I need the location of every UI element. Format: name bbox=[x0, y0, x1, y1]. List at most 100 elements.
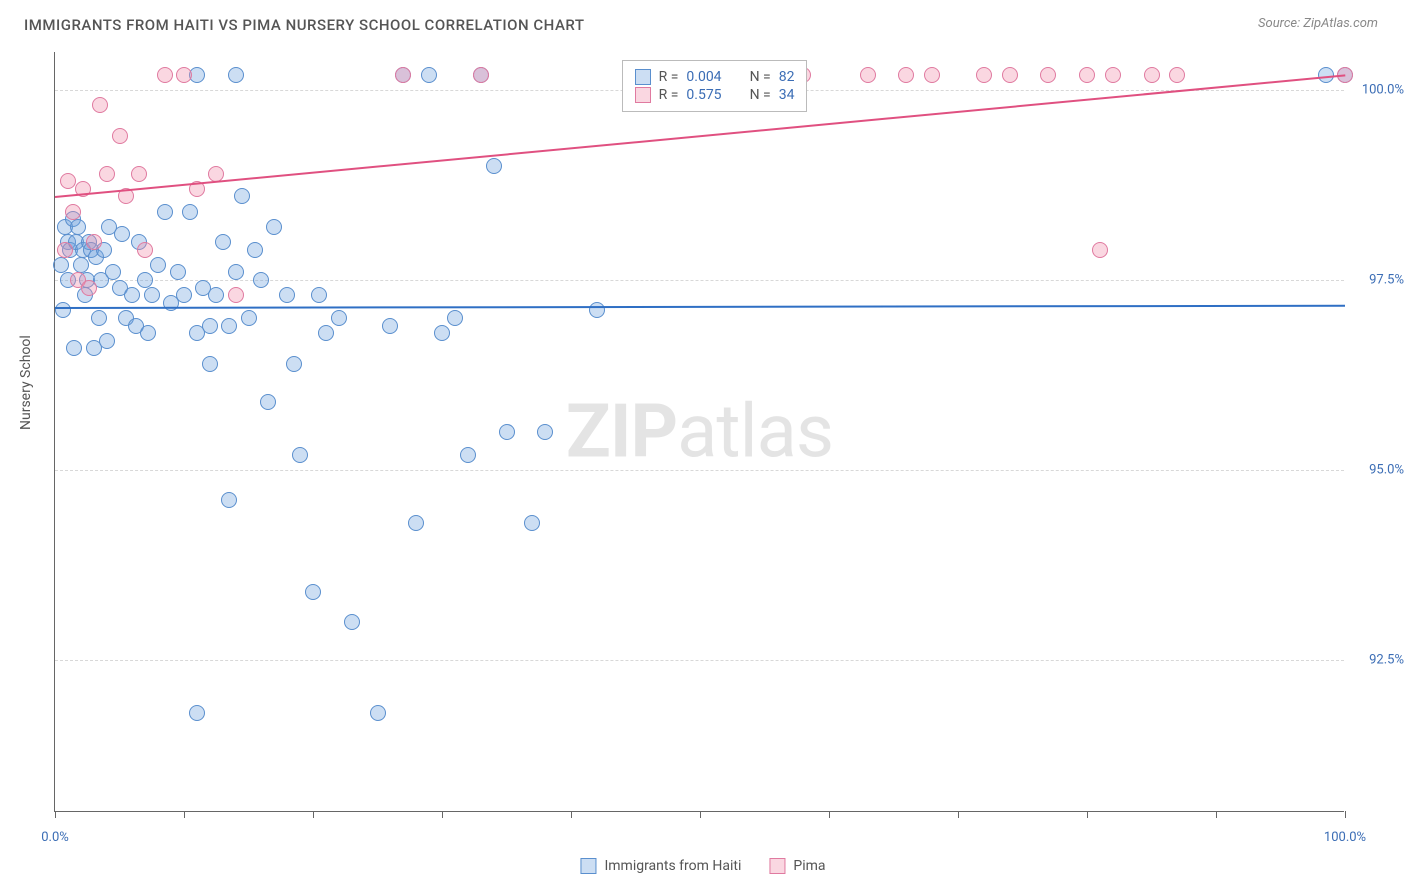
x-tick bbox=[313, 811, 314, 818]
source-label: Source: ZipAtlas.com bbox=[1258, 16, 1378, 31]
data-point bbox=[370, 705, 386, 721]
x-tick bbox=[829, 811, 830, 818]
data-point bbox=[924, 67, 940, 83]
data-point bbox=[124, 287, 140, 303]
data-point bbox=[1079, 67, 1095, 83]
data-point bbox=[228, 264, 244, 280]
data-point bbox=[55, 302, 71, 318]
data-point bbox=[331, 310, 347, 326]
plot-area: ZIPatlas 92.5%95.0%97.5%100.0%0.0%100.0% bbox=[54, 52, 1344, 812]
data-point bbox=[460, 447, 476, 463]
data-point bbox=[182, 204, 198, 220]
n-label: N = bbox=[750, 69, 771, 85]
data-point bbox=[92, 97, 108, 113]
data-point bbox=[486, 158, 502, 174]
data-point bbox=[221, 318, 237, 334]
stats-legend: R = 0.004 N = 82 R = 0.575 N = 34 bbox=[622, 60, 808, 112]
x-tick bbox=[1087, 811, 1088, 818]
data-point bbox=[1105, 67, 1121, 83]
data-point bbox=[260, 394, 276, 410]
data-point bbox=[189, 705, 205, 721]
y-tick-label: 92.5% bbox=[1369, 653, 1404, 668]
data-point bbox=[176, 287, 192, 303]
n-label: N = bbox=[750, 87, 771, 103]
data-point bbox=[208, 287, 224, 303]
data-point bbox=[1092, 242, 1108, 258]
correlation-chart: IMMIGRANTS FROM HAITI VS PIMA NURSERY SC… bbox=[0, 0, 1406, 892]
gridline bbox=[55, 470, 1344, 471]
data-point bbox=[266, 219, 282, 235]
legend-swatch bbox=[635, 69, 651, 85]
data-point bbox=[99, 166, 115, 182]
data-point bbox=[305, 584, 321, 600]
data-point bbox=[144, 287, 160, 303]
x-tick bbox=[184, 811, 185, 818]
x-tick bbox=[442, 811, 443, 818]
data-point bbox=[112, 128, 128, 144]
trend-line bbox=[55, 304, 1345, 308]
legend-item: Immigrants from Haiti bbox=[580, 858, 741, 874]
legend-label: Pima bbox=[793, 858, 825, 874]
data-point bbox=[253, 272, 269, 288]
x-tick bbox=[55, 811, 56, 818]
data-point bbox=[150, 257, 166, 273]
r-label: R = bbox=[659, 87, 679, 103]
data-point bbox=[499, 424, 515, 440]
data-point bbox=[176, 67, 192, 83]
data-point bbox=[137, 272, 153, 288]
data-point bbox=[140, 325, 156, 341]
data-point bbox=[234, 188, 250, 204]
legend-swatch bbox=[769, 858, 785, 874]
data-point bbox=[279, 287, 295, 303]
data-point bbox=[589, 302, 605, 318]
r-label: R = bbox=[659, 69, 679, 85]
data-point bbox=[311, 287, 327, 303]
data-point bbox=[434, 325, 450, 341]
data-point bbox=[898, 67, 914, 83]
data-point bbox=[344, 614, 360, 630]
data-point bbox=[1144, 67, 1160, 83]
r-value: 0.004 bbox=[686, 69, 721, 85]
data-point bbox=[1002, 67, 1018, 83]
n-value: 34 bbox=[779, 87, 795, 103]
watermark-bold: ZIP bbox=[566, 388, 677, 475]
gridline bbox=[55, 660, 1344, 661]
data-point bbox=[202, 356, 218, 372]
legend-row: R = 0.004 N = 82 bbox=[635, 69, 795, 85]
data-point bbox=[421, 67, 437, 83]
n-value: 82 bbox=[779, 69, 795, 85]
data-point bbox=[1169, 67, 1185, 83]
data-point bbox=[70, 219, 86, 235]
data-point bbox=[537, 424, 553, 440]
x-tick bbox=[571, 811, 572, 818]
data-point bbox=[170, 264, 186, 280]
data-point bbox=[318, 325, 334, 341]
data-point bbox=[228, 67, 244, 83]
data-point bbox=[286, 356, 302, 372]
r-value: 0.575 bbox=[686, 87, 721, 103]
x-tick bbox=[1216, 811, 1217, 818]
gridline bbox=[55, 280, 1344, 281]
data-point bbox=[408, 515, 424, 531]
data-point bbox=[137, 242, 153, 258]
data-point bbox=[57, 242, 73, 258]
data-point bbox=[524, 515, 540, 531]
data-point bbox=[65, 204, 81, 220]
y-tick-label: 100.0% bbox=[1362, 83, 1404, 98]
y-tick-label: 97.5% bbox=[1369, 273, 1404, 288]
data-point bbox=[114, 226, 130, 242]
data-point bbox=[131, 166, 147, 182]
data-point bbox=[157, 67, 173, 83]
data-point bbox=[976, 67, 992, 83]
data-point bbox=[81, 280, 97, 296]
data-point bbox=[99, 333, 115, 349]
legend-label: Immigrants from Haiti bbox=[604, 858, 741, 874]
data-point bbox=[105, 264, 121, 280]
data-point bbox=[202, 318, 218, 334]
data-point bbox=[221, 492, 237, 508]
x-tick-label: 0.0% bbox=[41, 830, 69, 845]
data-point bbox=[60, 173, 76, 189]
data-point bbox=[228, 287, 244, 303]
data-point bbox=[1040, 67, 1056, 83]
x-tick bbox=[700, 811, 701, 818]
